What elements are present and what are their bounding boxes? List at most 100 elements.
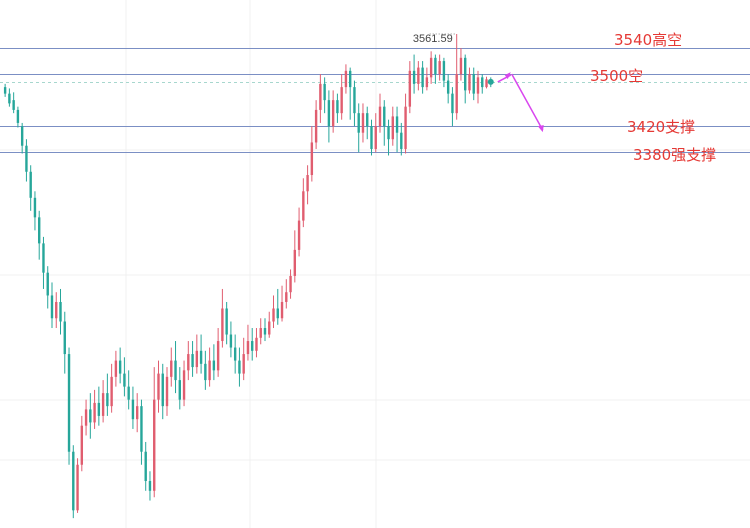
- candle: [165, 367, 169, 416]
- candle: [229, 321, 233, 358]
- candle-body: [327, 100, 331, 127]
- candle-body: [366, 113, 369, 127]
- candle: [76, 458, 79, 513]
- candle-body: [97, 402, 101, 416]
- candle: [97, 386, 101, 426]
- candle-body: [182, 370, 186, 400]
- candle-body: [12, 100, 15, 110]
- candle: [195, 334, 199, 374]
- candle: [455, 34, 458, 120]
- candle-body: [370, 126, 373, 149]
- candle: [106, 373, 109, 416]
- candle: [400, 122, 403, 156]
- candle: [29, 165, 32, 211]
- candle-body: [157, 373, 160, 400]
- candle-body: [476, 77, 480, 94]
- candle-body: [29, 171, 32, 198]
- candle-body: [16, 109, 20, 123]
- candle: [46, 266, 49, 309]
- candle: [425, 67, 429, 91]
- candle: [161, 363, 164, 420]
- candle: [485, 76, 488, 89]
- candle: [434, 54, 437, 84]
- high-marker-label: 3561.59: [413, 33, 453, 45]
- candle-body: [336, 100, 339, 114]
- candle-body: [195, 350, 199, 368]
- candle: [340, 74, 343, 120]
- candle-body: [408, 70, 412, 107]
- candle-body: [233, 347, 237, 361]
- candle-body: [459, 57, 463, 75]
- candle-body: [118, 360, 122, 374]
- candle: [285, 279, 288, 309]
- candle-body: [178, 380, 181, 400]
- candle-body: [148, 481, 152, 491]
- price-markers: 3561.59: [413, 33, 457, 45]
- candle-body: [434, 57, 437, 75]
- candle-body: [485, 79, 488, 88]
- candle-body: [297, 220, 301, 250]
- candle: [93, 389, 96, 429]
- candle-body: [357, 113, 360, 133]
- candle-body: [378, 106, 382, 127]
- candle: [59, 288, 62, 335]
- projection-up-arrowhead: [504, 72, 511, 80]
- candle-body: [438, 61, 441, 75]
- candle: [246, 324, 250, 361]
- candle: [429, 51, 433, 84]
- candle-body: [46, 272, 49, 296]
- candle-body: [76, 464, 79, 511]
- candle: [438, 54, 441, 81]
- candle-body: [255, 337, 258, 351]
- candle-body: [140, 406, 143, 452]
- candle-body: [212, 360, 216, 371]
- candle: [289, 269, 292, 299]
- candle: [20, 122, 24, 154]
- candle: [251, 328, 254, 361]
- candle: [263, 318, 267, 342]
- candle: [268, 311, 271, 338]
- candle-body: [42, 243, 45, 273]
- candle: [481, 74, 484, 94]
- candle: [80, 415, 84, 472]
- candle: [25, 139, 28, 182]
- candle-body: [289, 275, 292, 293]
- candle: [135, 393, 139, 433]
- candle: [391, 106, 394, 146]
- candle: [174, 341, 177, 394]
- candle: [404, 93, 407, 154]
- candle: [101, 380, 105, 423]
- candle-body: [208, 360, 211, 381]
- candle-body: [93, 402, 96, 423]
- candle-body: [8, 93, 11, 104]
- candle-body: [293, 249, 297, 276]
- level-lines: [0, 48, 750, 153]
- candle: [327, 90, 331, 143]
- candle: [208, 347, 211, 387]
- candle: [8, 88, 11, 107]
- candle: [16, 106, 20, 128]
- candle: [221, 288, 224, 348]
- candle-body: [106, 393, 109, 407]
- candle-body: [20, 126, 24, 146]
- candle: [55, 292, 58, 329]
- candle: [42, 236, 45, 289]
- candle-body: [310, 142, 314, 176]
- candle: [310, 126, 314, 182]
- candle: [387, 119, 390, 156]
- candle-body: [216, 341, 220, 371]
- candle: [336, 93, 339, 123]
- candle-body: [72, 451, 75, 511]
- level-label-3500: 3500空: [590, 67, 643, 85]
- candle: [89, 393, 92, 439]
- candle: [370, 119, 373, 156]
- candle-body: [451, 93, 454, 114]
- candle-body: [3, 87, 7, 94]
- candle: [144, 441, 147, 491]
- candle-body: [127, 386, 130, 400]
- level-label-3540: 3540高空: [614, 31, 682, 49]
- candle: [323, 77, 326, 114]
- candle-body: [429, 57, 433, 78]
